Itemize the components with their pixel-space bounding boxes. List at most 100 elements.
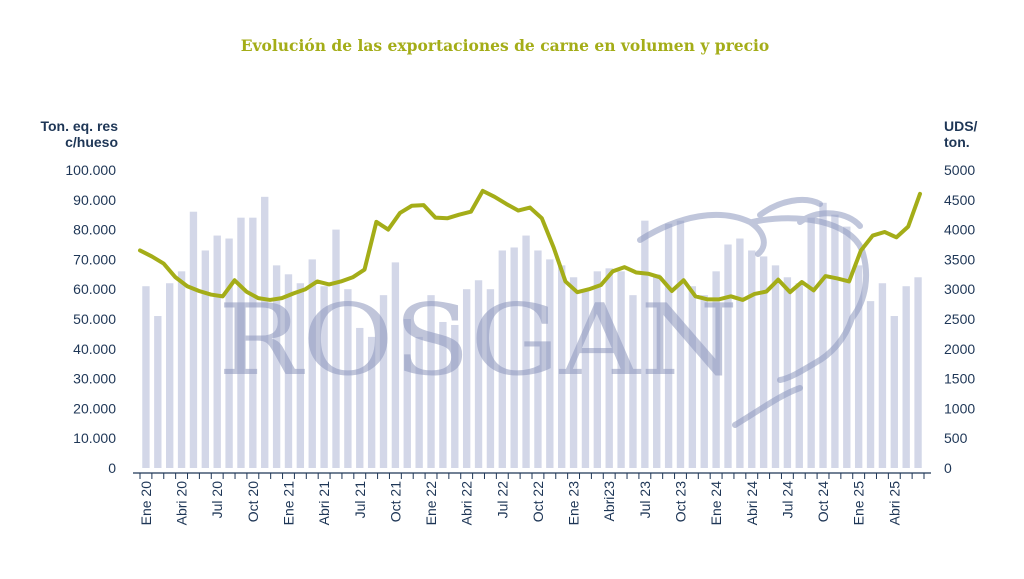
- x-tick-label: Jul 22: [494, 481, 510, 519]
- volume-bar: [225, 238, 233, 468]
- chart-title: Evolución de las exportaciones de carne …: [241, 36, 770, 55]
- volume-bar: [356, 327, 364, 468]
- y-left-label-line2: c/hueso: [65, 134, 118, 150]
- x-tick-label: Oct 24: [815, 481, 831, 522]
- y-left-tick-label: 10.000: [73, 430, 116, 446]
- y-right-tick-label: 4000: [944, 222, 975, 238]
- y-right-tick-label: 4500: [944, 192, 975, 208]
- volume-bar: [177, 271, 186, 468]
- volume-bar: [546, 259, 554, 468]
- volume-bar: [296, 283, 305, 468]
- volume-bar: [237, 217, 245, 468]
- volume-bar: [795, 283, 803, 468]
- volume-bar: [664, 223, 673, 468]
- x-tick-label: Abri 21: [316, 481, 332, 526]
- y-right-tick-label: 3000: [944, 281, 975, 297]
- volume-bar: [415, 336, 423, 468]
- y-left-tick-label: 20.000: [73, 400, 116, 416]
- volume-bar: [213, 235, 221, 468]
- y-left-tick-label: 70.000: [73, 251, 116, 267]
- volume-bar: [427, 295, 435, 468]
- y-right-tick-label: 500: [944, 430, 968, 446]
- y-right-tick-label: 2500: [944, 311, 975, 327]
- volume-bar: [902, 286, 910, 468]
- y-left-tick-label: 80.000: [73, 222, 116, 238]
- volume-bar: [676, 220, 685, 468]
- y-right-axis: 0 500 1000 1500 2000 2500 3000 3500 4000 4500 5000: [944, 162, 975, 476]
- volume-bar: [474, 280, 483, 468]
- watermark-wordmark: ROSGAN: [218, 284, 738, 398]
- y-left-axis: 0 10.000 20.000 30.000 40.000 50.000 60.000 70.…: [65, 162, 116, 476]
- volume-bar: [843, 226, 851, 468]
- volume-bar: [261, 196, 269, 468]
- x-tick-label: Ene 22: [423, 481, 439, 526]
- x-tick-label: Abri 24: [744, 481, 760, 526]
- volume-bar: [332, 229, 340, 468]
- volume-bar: [486, 289, 495, 468]
- x-tick-label: Ene 25: [851, 481, 867, 526]
- volume-bar: [783, 277, 792, 468]
- x-tick-label: Ene 23: [566, 481, 582, 526]
- price-line: [138, 188, 922, 302]
- volume-bar: [581, 289, 590, 468]
- x-tick-label: Abri 20: [174, 481, 190, 526]
- volume-bar: [403, 319, 411, 468]
- y-right-tick-label: 2000: [944, 341, 975, 357]
- x-tick-label: Oct 23: [673, 481, 689, 522]
- volume-bar: [498, 250, 506, 468]
- volume-bar: [890, 316, 898, 468]
- volume-bar: [854, 265, 863, 468]
- x-tick-label: Ene 24: [708, 481, 724, 526]
- volume-bar: [462, 289, 471, 468]
- y-right-tick-label: 1000: [944, 400, 975, 416]
- volume-bar: [510, 247, 518, 468]
- volume-bar: [558, 265, 566, 468]
- y-right-label-line2: ton.: [944, 134, 970, 150]
- y-left-tick-label: 40.000: [73, 341, 116, 357]
- volume-bar: [272, 265, 281, 468]
- volume-bar: [344, 289, 352, 468]
- volume-bar: [866, 301, 875, 468]
- y-left-tick-label: 90.000: [73, 192, 116, 208]
- x-tick-label: Ene 20: [138, 481, 154, 526]
- y-right-label-line1: UDS/: [944, 118, 978, 134]
- volume-bar: [439, 321, 447, 468]
- x-axis: Ene 20 Abri 20 Jul 20 Oct 20 Ene 21 Abri 21 Ju…: [133, 472, 931, 526]
- y-left-tick-label: 60.000: [73, 281, 116, 297]
- y-right-tick-label: 5000: [944, 162, 975, 178]
- volume-bar: [605, 268, 613, 468]
- x-tick-label: Jul 20: [209, 481, 225, 519]
- volume-bar: [284, 274, 293, 468]
- volume-bar: [593, 271, 602, 468]
- bull-head-icon: [637, 196, 870, 428]
- x-tick-label: Jul 24: [779, 481, 795, 519]
- x-tick-label: Oct 21: [387, 481, 403, 522]
- volume-bar: [700, 295, 708, 468]
- bars-layer: [142, 196, 922, 468]
- volume-bar: [142, 286, 150, 468]
- y-left-tick-label: 30.000: [73, 371, 116, 387]
- x-tick-label: Abri 25: [886, 481, 902, 526]
- volume-bar: [641, 220, 649, 468]
- volume-bar: [914, 277, 922, 468]
- y-left-label-line1: Ton. eq. res: [40, 118, 118, 134]
- volume-bar: [748, 250, 756, 468]
- y-left-tick-label: 0: [108, 460, 116, 476]
- volume-bar: [189, 211, 198, 468]
- volume-bar: [878, 283, 887, 468]
- volume-bar: [201, 250, 210, 468]
- volume-bar: [308, 259, 316, 468]
- volume-bar: [736, 238, 744, 468]
- y-right-tick-label: 1500: [944, 371, 975, 387]
- x-tick-label: Oct 20: [245, 481, 261, 522]
- volume-bar: [367, 336, 376, 468]
- volume-bar: [379, 295, 388, 468]
- x-tick-label: Jul 23: [637, 481, 653, 519]
- volume-bar: [569, 277, 578, 468]
- volume-bar: [831, 214, 839, 468]
- volume-bar: [451, 324, 459, 468]
- x-tick-label: Oct 22: [530, 481, 546, 522]
- y-left-tick-label: 100.000: [65, 162, 116, 178]
- x-tick-label: Abri 22: [459, 481, 475, 526]
